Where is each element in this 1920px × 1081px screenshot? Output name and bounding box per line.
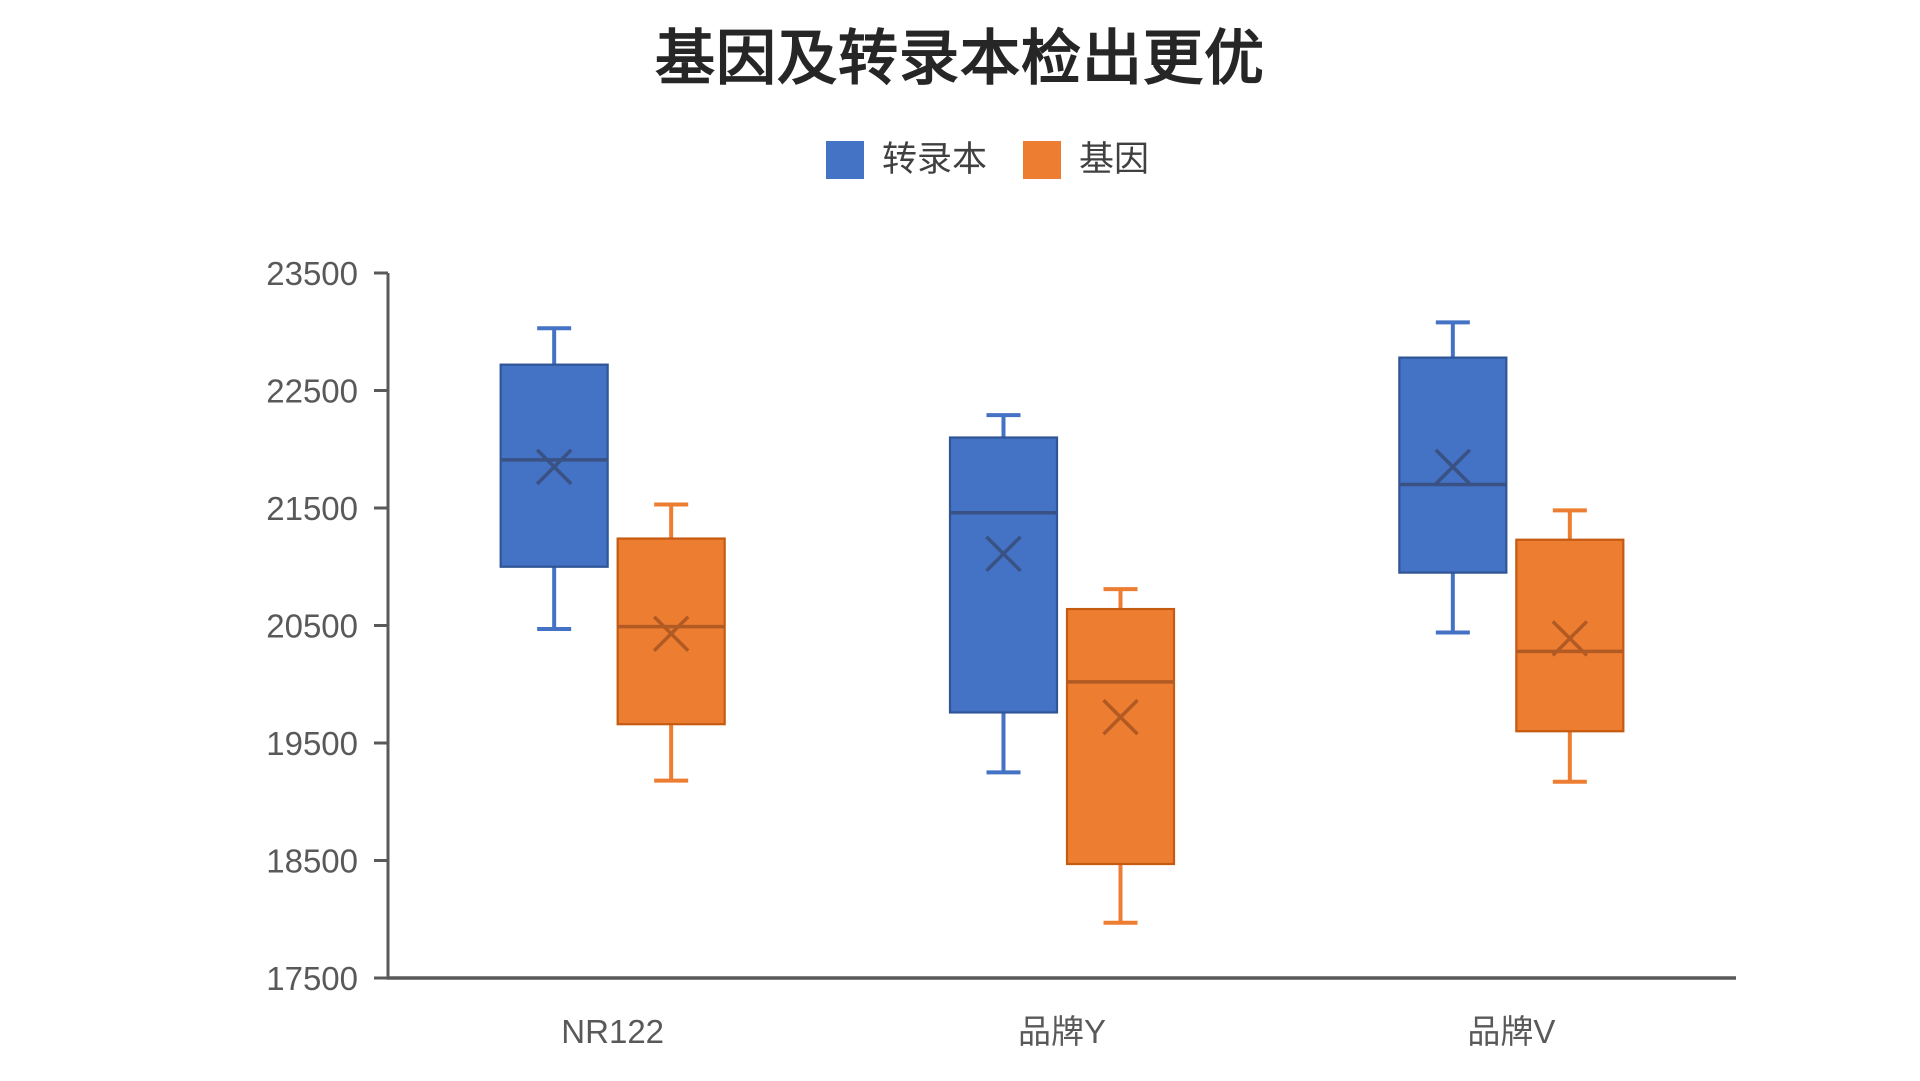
mean-marker-transcript: [535, 448, 573, 486]
legend: 转录本 基因: [826, 141, 1149, 179]
y-tick-label: 19500: [266, 725, 358, 762]
legend-label-gene: 基因: [1079, 140, 1150, 179]
legend-item-transcript[interactable]: 转录本: [826, 141, 987, 179]
chart-title: 基因及转录本检出更优: [655, 25, 1265, 92]
x-category-label: NR122: [561, 1013, 664, 1050]
y-tick-label: 18500: [266, 843, 358, 880]
mean-marker-gene: [652, 615, 690, 652]
mean-marker-gene: [1102, 698, 1139, 736]
box-gene-品牌Y: [1065, 607, 1176, 866]
y-tick-label: 23500: [266, 255, 358, 292]
y-tick-label: 21500: [266, 490, 358, 527]
x-category-label: 品牌Y: [1018, 1013, 1106, 1050]
box-gene-品牌V: [1515, 538, 1625, 733]
box-transcript-品牌Y: [948, 436, 1059, 714]
mean-marker-transcript: [1434, 448, 1472, 486]
y-tick-label: 17500: [266, 960, 358, 997]
mean-marker-transcript: [985, 535, 1022, 573]
y-tick-label: 20500: [266, 608, 358, 645]
mean-marker-gene: [1551, 620, 1589, 657]
legend-swatch-transcript-icon: [826, 141, 864, 179]
legend-label-transcript: 转录本: [882, 140, 988, 179]
y-tick-label: 22500: [266, 373, 358, 410]
x-category-label: 品牌V: [1467, 1013, 1555, 1050]
legend-item-gene[interactable]: 基因: [1023, 141, 1149, 179]
legend-swatch-gene-icon: [1023, 141, 1062, 179]
